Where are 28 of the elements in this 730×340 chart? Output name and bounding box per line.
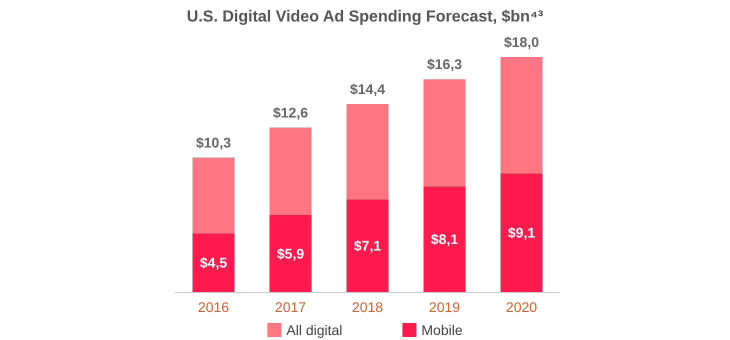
total-label: $10,3 bbox=[196, 134, 232, 151]
legend-label: All digital bbox=[286, 322, 342, 338]
chart-title: U.S. Digital Video Ad Spending Forecast, $bn⁴³ bbox=[186, 8, 544, 26]
x-tick-label: 2018 bbox=[352, 299, 384, 315]
data-label: $9,1 bbox=[508, 224, 536, 241]
total-label: $16,3 bbox=[426, 56, 462, 72]
bar bbox=[500, 173, 542, 292]
x-tick-label: 2020 bbox=[506, 299, 538, 315]
x-tick-label: 2017 bbox=[274, 299, 306, 315]
total-label: $18,0 bbox=[504, 34, 540, 50]
x-tick-label: 2016 bbox=[198, 299, 230, 315]
bar bbox=[424, 79, 466, 186]
data-label: $7,1 bbox=[354, 238, 382, 254]
bar bbox=[424, 186, 466, 292]
data-label: $5,9 bbox=[276, 245, 304, 262]
bar bbox=[500, 57, 542, 174]
data-label: $8,1 bbox=[430, 231, 458, 248]
bar bbox=[346, 199, 388, 292]
total-label: $12,6 bbox=[272, 104, 308, 120]
bar bbox=[346, 104, 388, 200]
x-tick-label: 2019 bbox=[428, 299, 460, 315]
bar bbox=[270, 214, 312, 292]
total-label: $14,4 bbox=[350, 81, 386, 97]
data-label: $4,5 bbox=[200, 254, 228, 271]
bar bbox=[192, 158, 234, 234]
bar bbox=[270, 128, 312, 215]
legend-label: Mobile bbox=[421, 322, 463, 338]
bar bbox=[192, 233, 234, 292]
